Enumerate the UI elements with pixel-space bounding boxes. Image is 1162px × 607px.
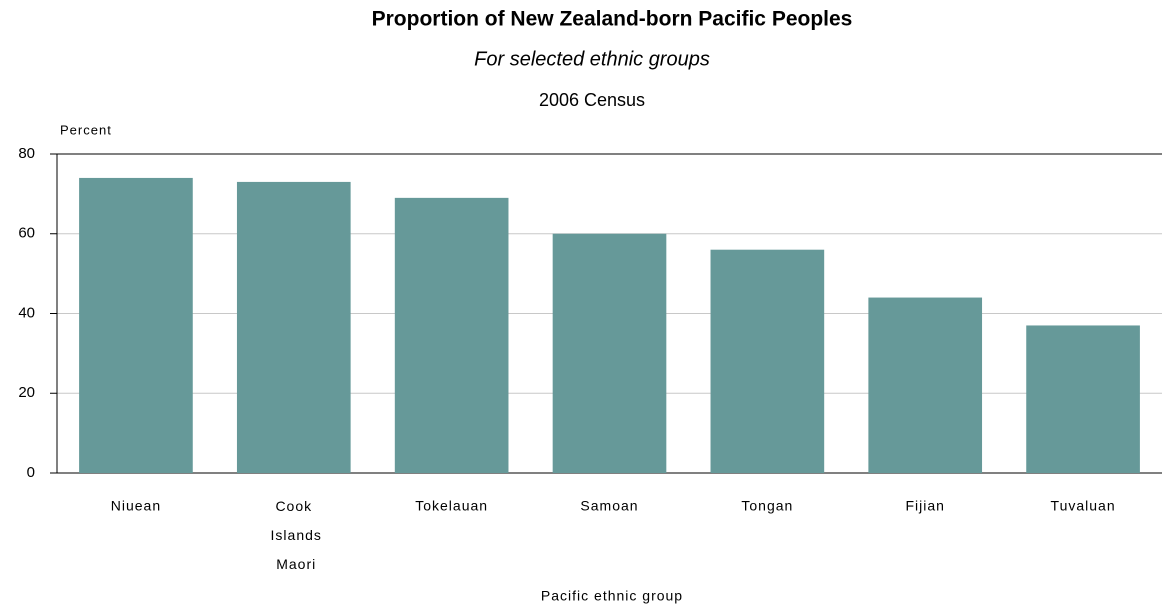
y-axis-title: Percent	[60, 122, 112, 137]
y-tick-label: 20	[18, 384, 35, 401]
bar	[552, 233, 667, 473]
y-tick-label: 40	[18, 304, 35, 321]
y-tick-label: 0	[27, 464, 35, 481]
bar	[394, 197, 509, 474]
chart-subtitle: 2006 Census	[539, 90, 645, 110]
x-axis-title: Pacific ethnic group	[541, 588, 683, 604]
bar	[79, 177, 193, 474]
y-tick-label: 80	[18, 145, 35, 162]
chart-title: Proportion of New Zealand-born Pacific P…	[372, 8, 853, 31]
x-tick-label: Tongan	[741, 498, 793, 514]
bar	[868, 297, 983, 473]
chart-subtitle: For selected ethnic groups	[474, 48, 710, 70]
x-tick-label: Niuean	[111, 498, 161, 514]
x-tick-label: Fijian	[905, 498, 944, 514]
x-tick-label: Samoan	[580, 498, 638, 514]
bar	[710, 249, 825, 473]
bar	[1026, 325, 1140, 473]
y-tick-label: 60	[18, 225, 35, 242]
x-tick-label: Cook Islands Maori	[266, 498, 322, 572]
x-tick-label: Tuvaluan	[1051, 498, 1116, 514]
x-tick-label: Tokelauan	[415, 498, 488, 514]
bar	[236, 181, 351, 473]
